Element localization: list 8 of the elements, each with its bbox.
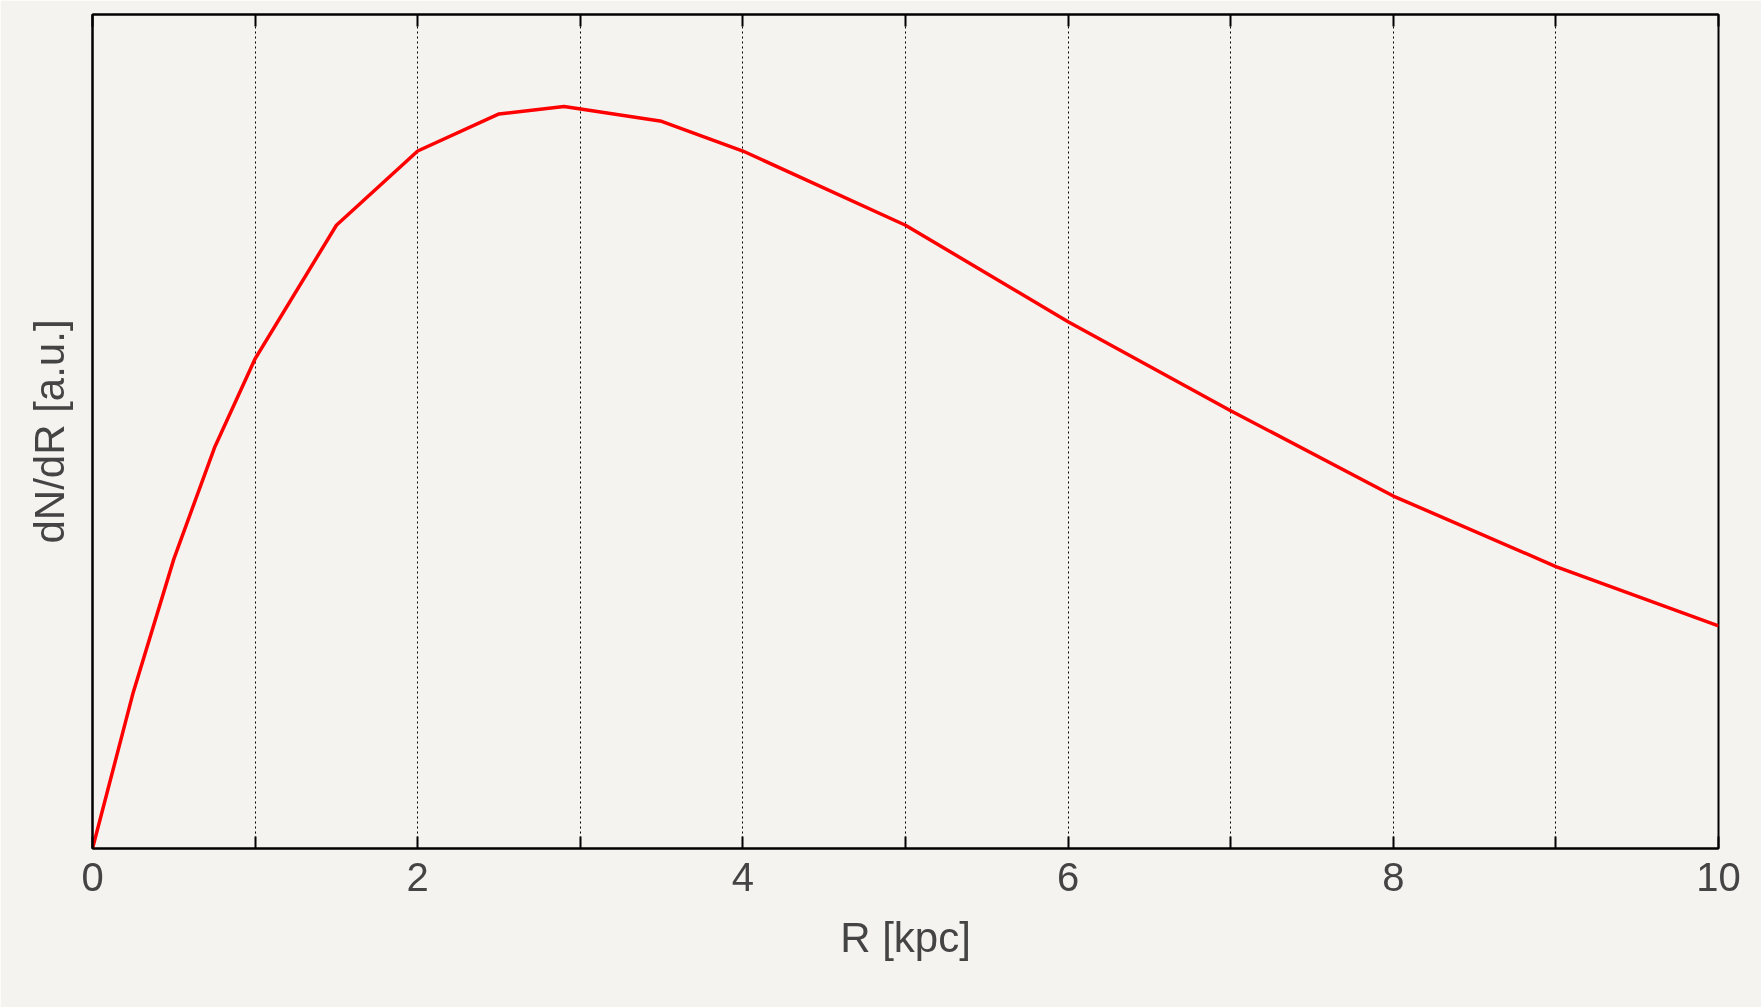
x-tick-label: 0: [81, 854, 104, 899]
x-tick-label: 2: [406, 854, 429, 899]
x-tick-label: 6: [1056, 854, 1080, 899]
x-tick-label: 10: [1696, 854, 1741, 899]
x-tick-label: 8: [1382, 854, 1405, 899]
x-axis-title: R [kpc]: [840, 913, 971, 961]
x-tick-label: 4: [731, 854, 755, 899]
y-axis-title: dN/dR [a.u.]: [25, 319, 73, 544]
